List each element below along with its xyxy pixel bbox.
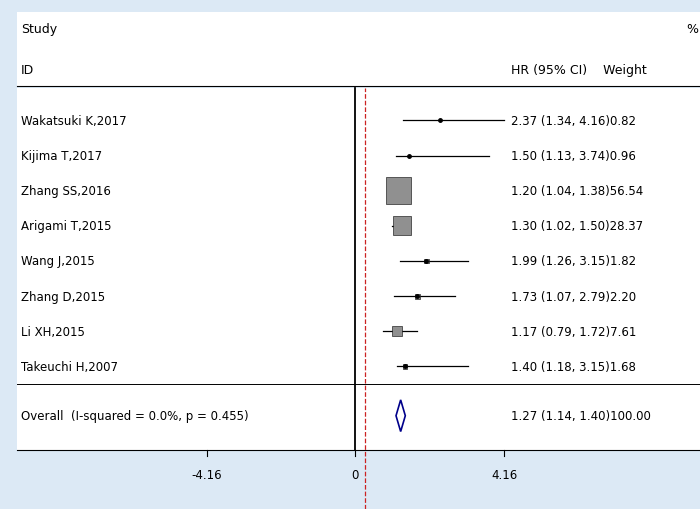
FancyBboxPatch shape	[393, 327, 402, 336]
FancyBboxPatch shape	[424, 259, 428, 264]
Text: Wang J,2015: Wang J,2015	[21, 255, 94, 268]
FancyBboxPatch shape	[18, 89, 700, 450]
Text: ID: ID	[21, 64, 34, 76]
Text: Arigami T,2015: Arigami T,2015	[21, 220, 111, 233]
Text: Kijima T,2017: Kijima T,2017	[21, 150, 102, 163]
Text: Study: Study	[21, 23, 57, 36]
Text: 1.40 (1.18, 3.15)1.68: 1.40 (1.18, 3.15)1.68	[511, 360, 636, 373]
FancyBboxPatch shape	[393, 217, 411, 236]
Text: HR (95% CI)    Weight: HR (95% CI) Weight	[511, 64, 647, 76]
Text: Overall  (I-squared = 0.0%, p = 0.455): Overall (I-squared = 0.0%, p = 0.455)	[21, 409, 248, 422]
Text: 0: 0	[351, 468, 359, 481]
Text: 1.17 (0.79, 1.72)7.61: 1.17 (0.79, 1.72)7.61	[511, 325, 636, 338]
Text: Wakatsuki K,2017: Wakatsuki K,2017	[21, 115, 127, 128]
Text: Zhang SS,2016: Zhang SS,2016	[21, 185, 111, 198]
FancyBboxPatch shape	[403, 364, 407, 369]
Text: 1.20 (1.04, 1.38)56.54: 1.20 (1.04, 1.38)56.54	[511, 185, 643, 198]
FancyBboxPatch shape	[18, 13, 700, 87]
Text: %: %	[686, 23, 698, 36]
Text: 4.16: 4.16	[491, 468, 517, 481]
Text: Zhang D,2015: Zhang D,2015	[21, 290, 105, 303]
FancyBboxPatch shape	[414, 294, 419, 299]
FancyBboxPatch shape	[386, 178, 411, 205]
Text: 1.73 (1.07, 2.79)2.20: 1.73 (1.07, 2.79)2.20	[511, 290, 636, 303]
Text: 1.30 (1.02, 1.50)28.37: 1.30 (1.02, 1.50)28.37	[511, 220, 643, 233]
Text: 2.37 (1.34, 4.16)0.82: 2.37 (1.34, 4.16)0.82	[511, 115, 636, 128]
Text: 1.99 (1.26, 3.15)1.82: 1.99 (1.26, 3.15)1.82	[511, 255, 636, 268]
Text: Li XH,2015: Li XH,2015	[21, 325, 85, 338]
Text: Takeuchi H,2007: Takeuchi H,2007	[21, 360, 118, 373]
Text: 1.27 (1.14, 1.40)100.00: 1.27 (1.14, 1.40)100.00	[511, 409, 651, 422]
Text: -4.16: -4.16	[191, 468, 222, 481]
Polygon shape	[396, 400, 405, 432]
Text: 1.50 (1.13, 3.74)0.96: 1.50 (1.13, 3.74)0.96	[511, 150, 636, 163]
